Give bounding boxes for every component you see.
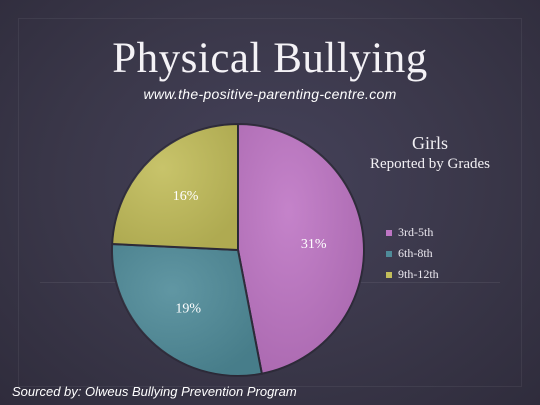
source-citation: Sourced by: Olweus Bullying Prevention P… <box>12 384 297 399</box>
slide-frame <box>18 18 522 387</box>
data-label-9th-12th: 16% <box>173 189 199 204</box>
chart-legend: 3rd-5th 6th-8th 9th-12th <box>386 222 439 285</box>
legend-item: 6th-8th <box>386 243 439 264</box>
pie-slice-shading-3rd-5th <box>238 124 364 374</box>
pie-slice-shading-9th-12th <box>112 124 238 250</box>
data-label-3rd-5th: 31% <box>301 237 327 252</box>
website-subtitle: www.the-positive-parenting-centre.com <box>143 86 397 102</box>
chart-title: Girls <box>412 133 448 153</box>
slide-title: Physical Bullying <box>112 35 428 82</box>
legend-label-3rd-5th: 3rd-5th <box>398 225 434 239</box>
pie-slice-shading-6th-8th <box>111 244 262 376</box>
legend-label-9th-12th: 9th-12th <box>398 267 439 281</box>
legend-swatch-3rd-5th <box>386 229 392 236</box>
legend-swatch-6th-8th <box>386 250 392 257</box>
legend-label-6th-8th: 6th-8th <box>398 246 433 260</box>
data-label-6th-8th: 19% <box>175 301 201 316</box>
legend-item: 9th-12th <box>386 264 439 285</box>
chart-subtitle: Reported by Grades <box>370 156 490 172</box>
legend-item: 3rd-5th <box>386 222 439 243</box>
legend-swatch-9th-12th <box>386 271 392 278</box>
chart-heading: Girls Reported by Grades <box>340 132 520 174</box>
